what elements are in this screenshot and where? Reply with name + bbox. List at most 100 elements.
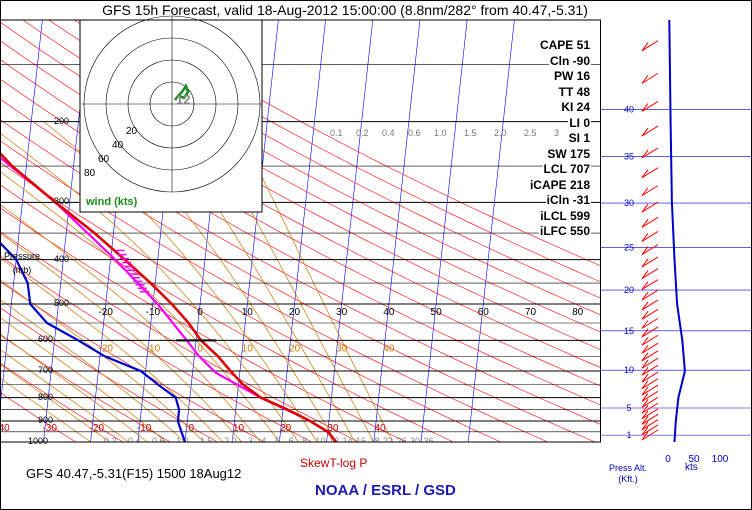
- wind-barb: [641, 256, 659, 268]
- wind-barb: [641, 398, 649, 408]
- wind-barb: [641, 390, 659, 402]
- wind-barb: [641, 373, 649, 383]
- pressure-altitude-label: 40: [624, 104, 634, 114]
- wind-barb: [641, 299, 659, 311]
- wind-barb: [641, 357, 659, 369]
- hodograph-box: [79, 19, 263, 213]
- mixing-ratio-label: 2.0: [494, 128, 507, 138]
- dry-adiabat-line: [0, 255, 313, 442]
- isotherm-label: -20: [98, 307, 113, 318]
- wind-barb: [641, 167, 659, 179]
- mixing-ratio-label: 1.5: [464, 128, 477, 138]
- dry-adiabat-label: 0: [189, 423, 195, 434]
- wind-barb: [641, 320, 649, 329]
- wind-speed-profile: [668, 19, 686, 443]
- mixing-ratio-label: 8: [302, 436, 307, 446]
- mixing-ratio-label: 0.4: [382, 128, 395, 138]
- wind-barb: [641, 127, 649, 137]
- pressure-altitude-label: 1: [626, 430, 631, 440]
- pressure-tick-label: 900: [38, 415, 54, 426]
- wind-barb: [641, 404, 649, 414]
- mixing-ratio-label: 3: [554, 128, 559, 138]
- plot-area: -20-1001020304050607080-40-30-20-1001020…: [0, 20, 600, 446]
- hodograph-label: wind (kts): [86, 196, 138, 208]
- moist-adiabat-line: [0, 349, 129, 442]
- moist-adiabat-label: 20: [289, 343, 301, 354]
- dry-adiabat-label: -30: [42, 423, 57, 434]
- wind-barb: [641, 334, 659, 346]
- dry-adiabat-line: [48, 20, 600, 315]
- dry-adiabat-label: 20: [280, 423, 292, 434]
- pressure-altitude-label: 35: [624, 151, 634, 161]
- press-alt-text: Press Alt.: [609, 463, 648, 473]
- wind-barb: [641, 218, 649, 228]
- isotherm-label: 40: [383, 307, 395, 318]
- dry-adiabat-line: [0, 207, 407, 442]
- mixing-ratio-label: 1.0: [434, 128, 447, 138]
- pressure-tick-label: 200: [54, 115, 70, 126]
- wind-barb: [641, 258, 649, 268]
- mixing-ratio-label: 0.6: [408, 128, 421, 138]
- dry-adiabat-line: [125, 20, 600, 266]
- mixing-ratio-label: 1.5: [200, 436, 213, 446]
- dry-adiabat-label: -20: [90, 423, 105, 434]
- wind-barb: [641, 246, 649, 255]
- wind-barb: [641, 203, 649, 213]
- wind-barb: [641, 270, 649, 279]
- wind-barb: [641, 421, 649, 430]
- wind-barb: [641, 419, 659, 431]
- wind-barb: [641, 402, 659, 414]
- wind-barb: [641, 291, 649, 301]
- pressure-altitude-label: 30: [624, 198, 634, 208]
- wind-barb: [641, 429, 659, 441]
- isotherm-line: [0, 20, 43, 411]
- wind-barb: [641, 75, 649, 84]
- isotherm-label: 20: [289, 307, 301, 318]
- dry-adiabat-label: -10: [137, 423, 152, 434]
- dry-adiabat-line: [74, 20, 600, 299]
- pressure-altitude-label: 15: [624, 326, 634, 336]
- dry-adiabat-line: [99, 20, 600, 282]
- mixing-ratio-label: 2.0: [224, 436, 237, 446]
- isotherm-line: [231, 20, 279, 442]
- mixing-ratio-label: 0.2: [104, 436, 117, 446]
- wind-barb: [641, 396, 659, 408]
- wind-barb: [641, 187, 649, 196]
- mixing-ratio-label: 26: [397, 436, 407, 446]
- mixing-ratio-label: 0.1: [330, 128, 343, 138]
- wind-barb: [641, 311, 649, 320]
- wind-barb: [641, 336, 649, 346]
- parcel-trace: [0, 156, 302, 418]
- stability-index: LI 0: [568, 115, 591, 130]
- hodograph-ring-label: 20: [126, 126, 138, 137]
- wind-barb: [641, 279, 659, 291]
- wind-barb: [641, 328, 649, 338]
- isotherm-line: [373, 20, 421, 442]
- mixing-ratio-label: 4: [262, 436, 267, 446]
- dry-adiabat-label: 40: [375, 423, 387, 434]
- dry-adiabat-line: [0, 362, 124, 442]
- mixing-ratio-label: 0.4: [128, 436, 141, 446]
- hodograph-text: 12: [176, 92, 190, 107]
- wind-barb: [641, 408, 659, 420]
- pressure-axis-label: Pressure (mb): [4, 249, 40, 277]
- wind-barb: [641, 233, 649, 242]
- isotherm-line: [467, 20, 515, 442]
- wind-barb: [641, 40, 659, 52]
- stability-index: CAPE 51: [538, 38, 591, 52]
- wind-barb: [641, 147, 659, 159]
- wind-barb: [641, 308, 659, 320]
- stability-index: LCL 707: [542, 162, 591, 176]
- wind-barb: [641, 392, 649, 402]
- dewpoint-profile: [0, 241, 187, 442]
- moist-adiabat-label: 0: [197, 343, 203, 354]
- isotherm-line: [279, 20, 326, 442]
- temperature-profile: [0, 151, 338, 442]
- stability-index: KI 24: [560, 100, 591, 114]
- wind-barb: [641, 380, 649, 389]
- mixing-ratio-label: 18: [370, 436, 380, 446]
- mixing-ratio-label: 10: [316, 436, 326, 446]
- moist-adiabat-line: [0, 363, 110, 442]
- wind-barb: [641, 350, 659, 362]
